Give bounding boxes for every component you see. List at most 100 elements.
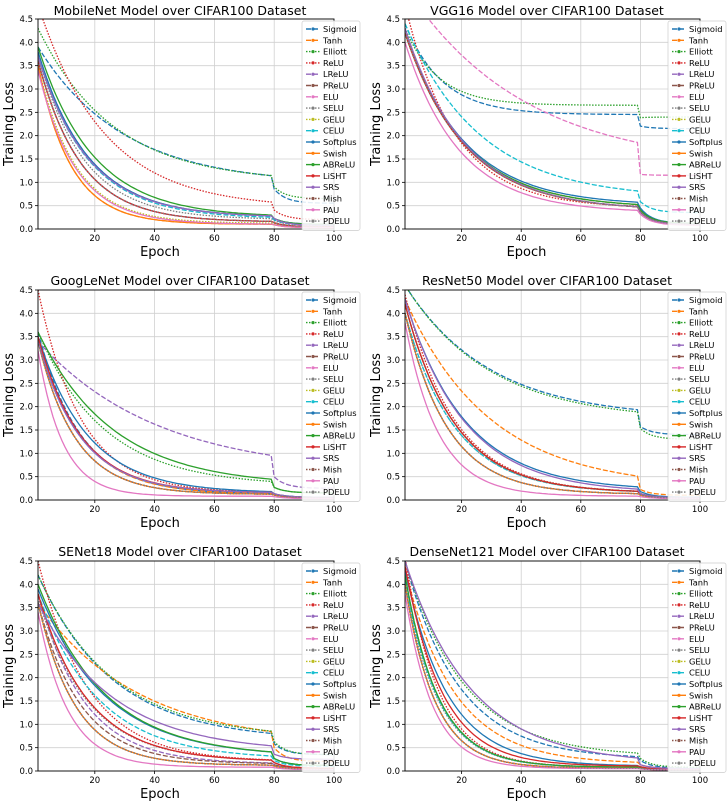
legend-marker [677,659,681,664]
legend-label: PReLU [689,623,715,633]
x-tick-label: 20 [456,776,467,786]
legend-label: LReLU [323,611,348,621]
legend-marker [677,761,681,765]
legend-marker [311,208,315,212]
legend-marker [677,467,681,472]
chart-title: GoogLeNet Model over CIFAR100 Dataset [50,273,309,288]
legend-label: ELU [323,363,339,373]
x-tick-label: 60 [575,776,586,786]
legend-label: LiSHT [323,171,347,181]
x-tick-label: 80 [269,505,280,515]
y-tick-label: 2.0 [386,674,400,684]
y-tick-label: 4.0 [19,309,33,319]
series-line-gelu [38,65,334,228]
x-tick-label: 20 [89,776,100,786]
y-tick-label: 0.5 [19,744,33,754]
legend-label: ELU [689,363,705,373]
legend-label: Sigmoid [689,566,723,576]
legend-label: Swish [689,148,713,158]
legend-marker [677,400,681,404]
legend-label: Elliott [689,318,713,328]
x-tick-label: 80 [269,776,280,786]
legend-label: LReLU [323,69,348,79]
legend-label: Elliott [323,318,347,328]
legend-marker [311,682,315,686]
legend-marker [677,163,681,167]
legend-label: CELU [689,668,710,678]
series-line-relu [405,561,700,771]
y-tick-label: 3.5 [19,333,33,343]
y-tick-label: 0.0 [386,496,400,506]
legend-marker [311,434,315,438]
legend-marker [677,72,681,76]
legend-label: ABReLU [689,702,721,712]
series-line-elu [405,313,700,499]
y-tick-label: 3.5 [386,604,400,614]
y-tick-label: 4.0 [386,580,400,590]
legend-label: SELU [689,374,710,384]
x-tick-label: 100 [692,776,708,786]
series-line-abrelu [38,331,334,494]
legend-marker [677,434,681,438]
legend-marker [677,580,681,584]
series-line-prelu [38,60,334,228]
legend-marker [311,625,315,630]
y-tick-label: 3.5 [19,62,33,72]
legend-marker [311,445,315,449]
legend-label: LReLU [689,340,714,350]
y-tick-label: 1.5 [19,155,33,165]
legend-label: Tanh [688,35,708,45]
legend-marker [311,117,315,121]
series-lines [405,290,700,500]
legend-label: PDELU [323,487,350,497]
series-line-relu [38,561,334,769]
legend-label: SRS [323,453,339,463]
legend-label: Mish [689,194,708,204]
legend-marker [311,377,315,381]
x-axis-label: Epoch [507,245,547,260]
y-tick-label: 3.0 [386,356,400,366]
legend-label: Elliott [689,47,713,57]
legend-marker [677,569,681,573]
series-line-pau [38,350,334,500]
legend-label: Mish [689,465,708,475]
legend-label: Elliott [323,47,347,57]
x-axis-label: Epoch [507,787,547,802]
legend-label: PReLU [689,352,715,362]
plot-frame [404,289,701,501]
legend-marker [311,321,315,325]
legend-marker [677,298,681,302]
series-line-selu [405,313,700,499]
y-tick-label: 2.0 [386,403,400,413]
series-line-lisht [38,593,334,769]
legend-marker [311,50,315,54]
x-tick-label: 60 [209,234,220,244]
legend-marker [311,174,315,178]
legend-label: LiSHT [323,713,347,723]
legend-marker [677,129,681,133]
y-tick-label: 1.0 [386,720,400,730]
x-tick-label: 80 [635,234,646,244]
y-tick-label: 0.0 [19,767,33,777]
series-line-pdelu [405,584,700,771]
legend-marker [311,95,315,99]
series-lines [38,290,334,500]
legend-marker [311,298,315,302]
series-lines [405,19,700,226]
plot-frame [37,289,335,501]
legend-label: GELU [689,656,711,666]
series-line-tanh [38,65,334,229]
series-line-elu [38,602,334,770]
legend-label: PDELU [689,216,716,226]
chart-title: DenseNet121 Model over CIFAR100 Dataset [409,544,684,559]
legend-marker [311,343,315,347]
y-tick-label: 2.0 [19,403,33,413]
x-tick-label: 20 [89,234,100,244]
legend-box [667,291,727,502]
legend-label: PDELU [323,216,350,226]
legend-box [667,20,727,231]
legend-label: PAU [323,747,339,757]
legend-marker [677,614,681,618]
